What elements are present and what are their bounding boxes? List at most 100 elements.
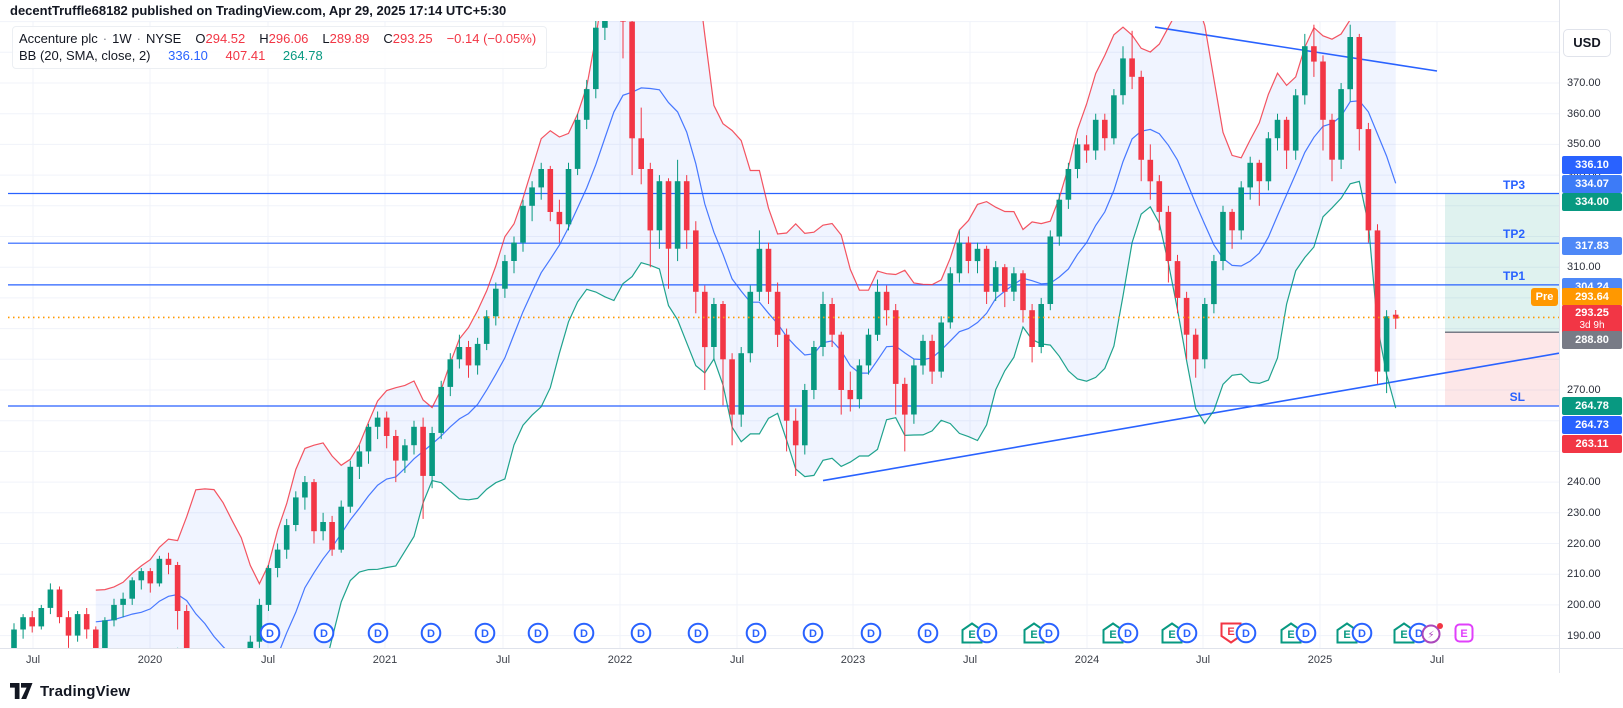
dividend-marker[interactable]: D [745,622,767,644]
svg-text:D: D [637,628,645,640]
price-tick: 350.00 [1567,138,1601,151]
price-tick: 200.00 [1567,598,1601,611]
gridlines [0,21,1559,648]
dividend-marker[interactable]: D [976,622,998,644]
high-label: H [259,31,269,46]
time-tick: Jul [1195,654,1211,666]
dividend-marker[interactable]: D [1235,622,1257,644]
dividend-marker[interactable]: D [1295,622,1317,644]
close-label: C [383,31,393,46]
dividend-marker[interactable]: D [687,622,709,644]
time-tick: 2021 [372,654,398,666]
bb-basis-line [95,87,1397,648]
price-label: 264.73 [1562,416,1622,434]
dividend-marker[interactable]: D [802,622,824,644]
separator: · [136,31,141,46]
bb-basis-value: 336.10 [168,48,208,63]
price-tick: 190.00 [1567,629,1601,642]
price-tick: 240.00 [1567,476,1601,489]
premarket-tag: Pre [1531,288,1558,306]
price-tick: 360.00 [1567,107,1601,120]
time-tick: 2025 [1307,654,1333,666]
low-value: 289.89 [329,31,370,46]
symbol-legend-row[interactable]: Accenture plc · 1W · NYSE O294.52 H296.06 L289.… [19,30,536,47]
dividend-marker[interactable]: D [1117,622,1139,644]
dividend-marker[interactable]: D [630,622,652,644]
price-label: 263.11 [1562,435,1622,453]
time-tick: Jul [260,654,276,666]
descending-resistance-trendline[interactable] [1154,26,1438,72]
footer: TradingView [10,680,130,702]
indicator-legend-row[interactable]: BB (20, SMA, close, 2) 336.10 407.41 264… [19,47,536,64]
dividend-marker[interactable]: D [313,622,335,644]
price-tick: 310.00 [1567,261,1601,274]
dividend-marker[interactable]: D [917,622,939,644]
tradingview-logo-icon[interactable] [10,683,33,699]
tp3-level-label[interactable]: TP3 [1502,177,1525,192]
low-label: L [322,31,330,46]
dividend-marker[interactable]: D [420,622,442,644]
svg-text:D: D [867,628,875,640]
time-axis[interactable]: Jul 2020 Jul 2021 Jul 2022 Jul 2023 Jul 2024 Jul 20… [0,648,1559,673]
svg-text:D: D [320,628,328,640]
svg-text:D: D [534,628,542,640]
ascending-support-trendline[interactable] [822,352,1559,482]
svg-text:E: E [1109,629,1116,641]
sl-level-label[interactable]: SL [1509,390,1525,405]
svg-text:D: D [374,628,382,640]
svg-text:D: D [1358,628,1366,640]
candles [11,21,1399,648]
svg-text:E: E [1400,629,1407,641]
svg-text:D: D [1045,628,1053,640]
dividend-marker[interactable]: D [367,622,389,644]
profit-zone[interactable] [1445,193,1559,333]
earnings-down-marker[interactable]: E [1220,622,1242,644]
dividend-marker[interactable]: D [860,622,882,644]
tp1-level-label[interactable]: TP1 [1502,268,1525,283]
svg-text:D: D [694,628,702,640]
earnings-upcoming-marker[interactable]: E [1453,622,1475,644]
time-tick: Jul [1429,654,1445,666]
svg-text:D: D [1124,628,1132,640]
high-value: 296.06 [268,31,309,46]
time-tick: 2024 [1074,654,1100,666]
bb-lower-value: 264.78 [282,48,323,63]
dividend-marker[interactable]: D [1038,622,1060,644]
interval-label: 1W [112,31,132,46]
countdown: 3d 9h [1579,319,1605,331]
price-label: 317.83 [1562,237,1622,255]
svg-text:D: D [809,628,817,640]
tp2-level-label[interactable]: TP2 [1502,227,1525,242]
price-tick: 220.00 [1567,537,1601,550]
price-axis[interactable]: USD 370.00360.00350.00340.00310.00300.00… [1531,0,1623,648]
time-tick: Jul [495,654,511,666]
time-tick: Jul [729,654,745,666]
bb-fill [95,21,1396,648]
candlestick-chart[interactable] [0,21,1559,648]
brand-name[interactable]: TradingView [40,682,131,700]
price-label: 288.80 [1562,331,1622,349]
dividend-marker[interactable]: D [527,622,549,644]
svg-text:D: D [1242,628,1250,640]
svg-text:E: E [1030,629,1037,641]
time-tick: 2020 [137,654,163,666]
dividend-marker[interactable]: D [259,622,281,644]
dividend-marker[interactable]: D [573,622,595,644]
svg-text:E: E [1227,626,1234,638]
svg-text:D: D [924,628,932,640]
chart-pane[interactable]: Accenture plc · 1W · NYSE O294.52 H296.06 L289.… [0,0,1559,648]
dividend-marker[interactable]: D [1351,622,1373,644]
svg-text:D: D [266,628,274,640]
price-tick: 270.00 [1567,384,1601,396]
svg-text:E: E [1343,629,1350,641]
indicator-name: BB [19,48,37,63]
dividend-marker[interactable]: D [474,622,496,644]
currency-button[interactable]: USD [1563,29,1611,57]
close-value: 293.25 [392,31,433,46]
dividend-marker[interactable]: D [1176,622,1198,644]
price-tick: 230.00 [1567,506,1601,519]
indicator-params: (20, SMA, close, 2) [39,48,151,63]
svg-text:E: E [1287,629,1294,641]
price-label: 264.78 [1562,397,1622,415]
flash-marker[interactable]: ⚡ [1421,622,1443,644]
